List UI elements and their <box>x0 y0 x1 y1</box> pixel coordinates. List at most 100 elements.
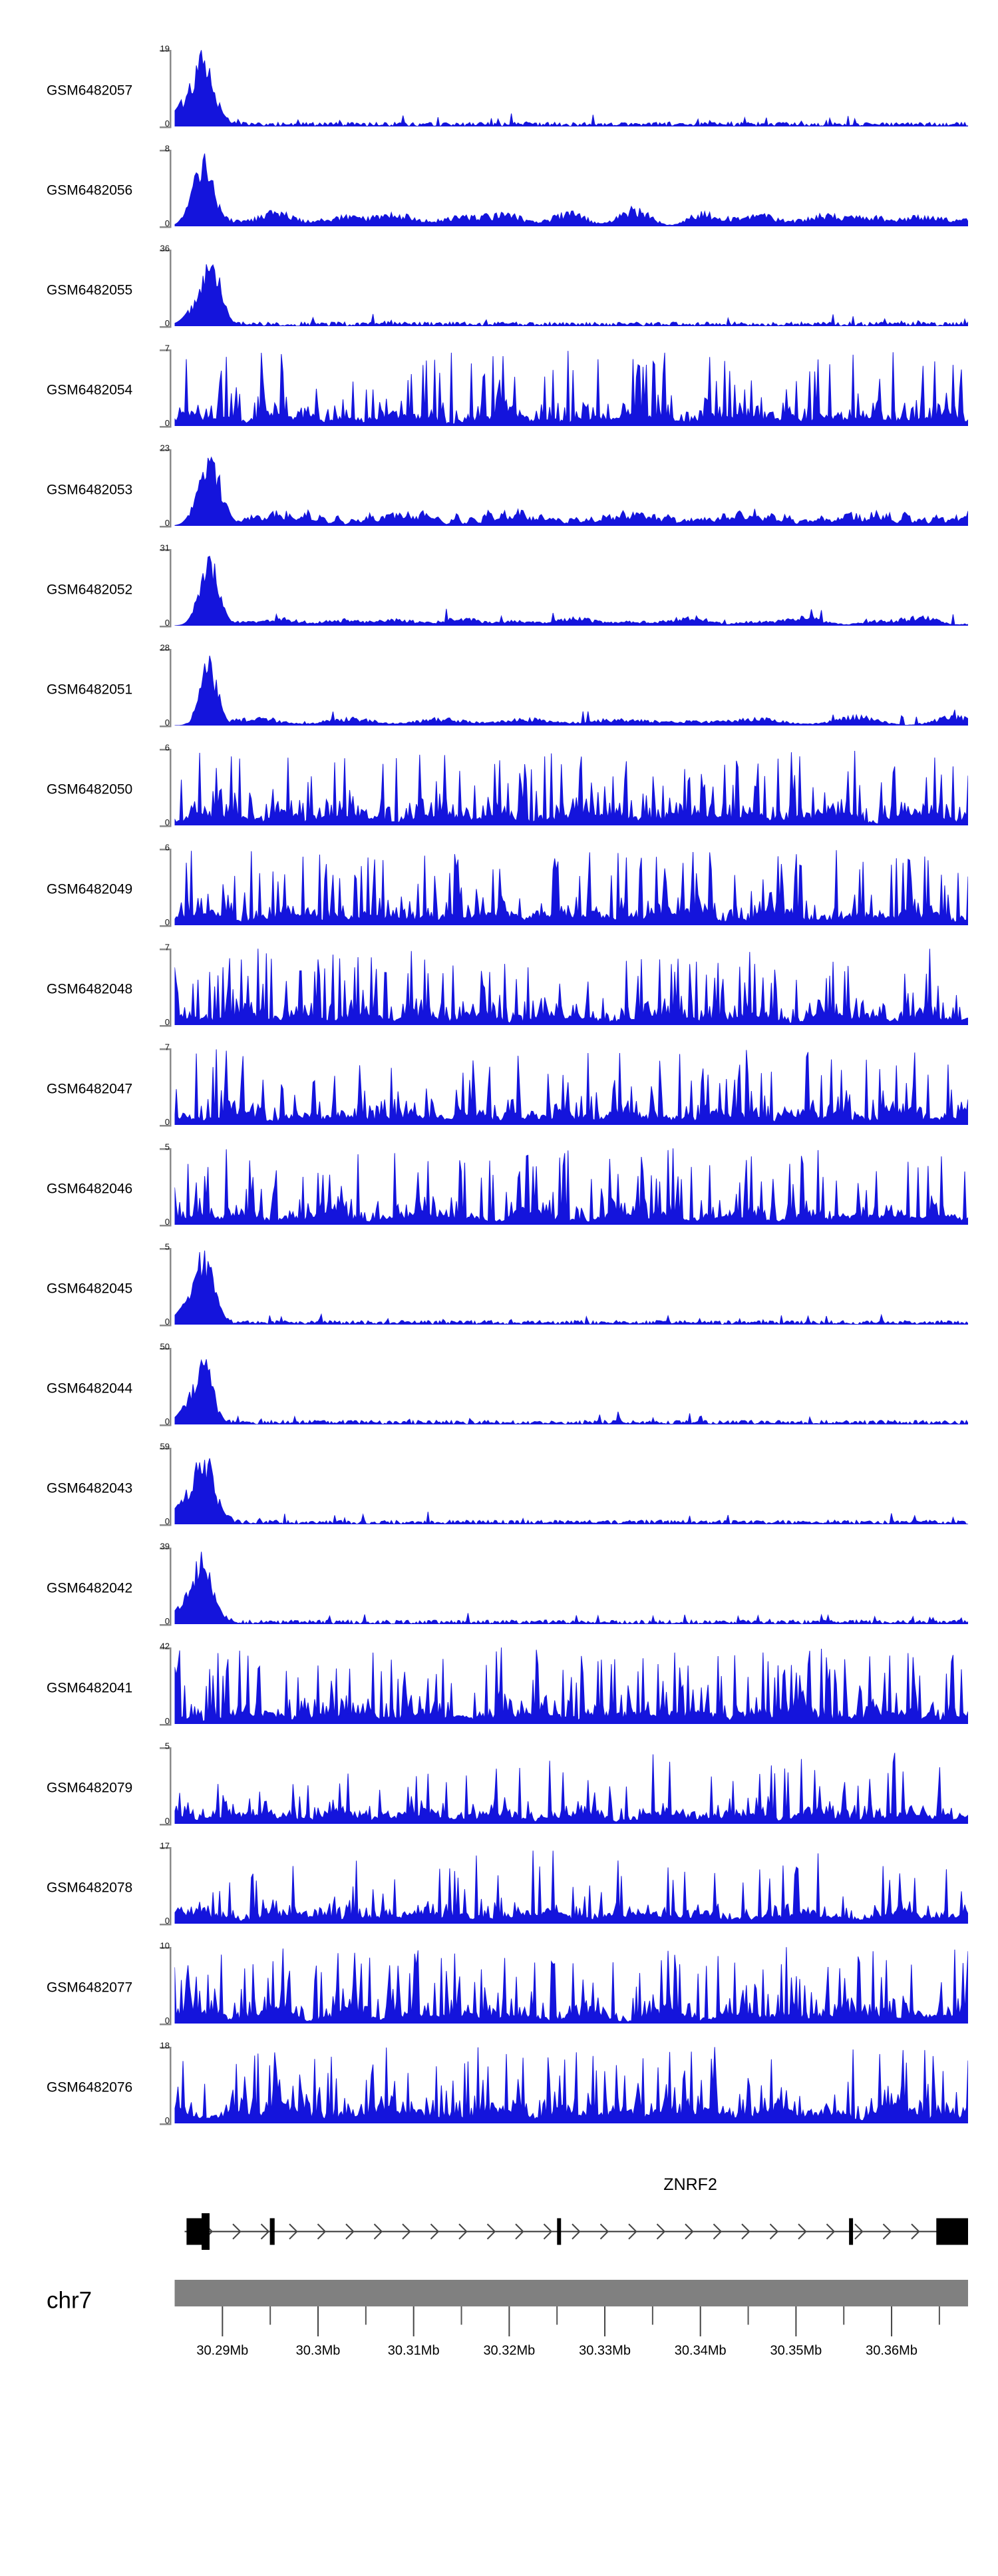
y-axis-tick-min <box>160 426 172 428</box>
y-axis-tick-max <box>160 250 172 252</box>
coverage-track: GSM6482050 6 0 <box>0 744 998 849</box>
y-axis-tick-min <box>160 1524 172 1526</box>
y-axis-line <box>170 749 172 825</box>
coverage-plot <box>174 1947 968 2024</box>
y-axis-max-label: 6 <box>164 843 170 854</box>
y-axis-max-label: 5 <box>164 1143 170 1154</box>
track-label: GSM6482055 <box>47 281 133 298</box>
coverage-track: GSM6482078 17 0 <box>0 1842 998 1947</box>
coverage-area-path <box>174 1458 968 1524</box>
y-axis-tick-min <box>160 825 172 827</box>
y-axis-max-label: 42 <box>160 1642 170 1653</box>
coverage-track: GSM6482044 50 0 <box>0 1343 998 1448</box>
coverage-area-path <box>174 555 968 626</box>
y-axis-line <box>170 1148 172 1225</box>
coverage-track: GSM6482049 6 0 <box>0 844 998 949</box>
y-axis-tick-min <box>160 126 172 128</box>
coverage-area-path <box>174 751 968 825</box>
coverage-plot <box>174 649 968 726</box>
y-axis-max-label: 18 <box>160 2041 170 2052</box>
y-axis-tick-min <box>160 1025 172 1027</box>
y-axis-min-label: 0 <box>164 120 170 130</box>
y-axis-tick-max <box>160 1548 172 1550</box>
y-axis-max-label: 5 <box>164 1742 170 1753</box>
track-label: GSM6482044 <box>47 1379 133 1396</box>
y-axis-tick-max <box>160 2047 172 2049</box>
y-axis-min-label: 0 <box>164 1318 170 1328</box>
coverage-area-path <box>174 1850 968 1924</box>
y-axis: 18 0 <box>146 2042 175 2126</box>
coverage-area-path <box>174 655 968 726</box>
coverage-area-path <box>174 351 968 426</box>
y-axis-line <box>170 1348 172 1424</box>
coverage-plot <box>174 349 968 426</box>
y-axis-line <box>170 1548 172 1624</box>
coverage-track: GSM6482057 19 0 <box>0 45 998 150</box>
track-label: GSM6482052 <box>47 580 133 598</box>
y-axis-tick-max <box>160 1348 172 1350</box>
y-axis-min-label: 0 <box>164 819 170 829</box>
y-axis-min-label: 0 <box>164 419 170 429</box>
y-axis-tick-min <box>160 526 172 528</box>
coverage-track: GSM6482043 59 0 <box>0 1443 998 1548</box>
y-axis-tick-max <box>160 150 172 152</box>
coverage-plot <box>174 749 968 825</box>
y-axis-line <box>170 1747 172 1824</box>
coverage-area-path <box>174 1947 968 2024</box>
y-axis-tick-min <box>160 2024 172 2026</box>
axis-tick-label: 30.32Mb <box>483 2344 535 2358</box>
y-axis: 39 0 <box>146 1543 175 1627</box>
coverage-plot <box>174 1548 968 1624</box>
coverage-track: GSM6482041 42 0 <box>0 1642 998 1747</box>
coverage-track: GSM6482077 10 0 <box>0 1942 998 2047</box>
chromosome-label: chr7 <box>47 2286 92 2313</box>
y-axis-min-label: 0 <box>164 320 170 329</box>
gene-model-graphic <box>175 2210 968 2262</box>
coverage-area-path <box>174 1753 968 1824</box>
y-axis-max-label: 39 <box>160 1542 170 1553</box>
axis-tick-label: 30.31Mb <box>388 2344 440 2358</box>
coverage-area-path <box>174 50 968 126</box>
track-label: GSM6482057 <box>47 81 133 99</box>
y-axis-tick-max <box>160 1747 172 1749</box>
y-axis-max-label: 50 <box>160 1343 170 1353</box>
y-axis-tick-max <box>160 449 172 451</box>
y-axis-max-label: 19 <box>160 45 170 55</box>
coverage-plot <box>174 1248 968 1325</box>
y-axis-tick-max <box>160 549 172 551</box>
y-axis-tick-max <box>160 649 172 651</box>
y-axis-tick-max <box>160 1947 172 1949</box>
y-axis-line <box>170 549 172 626</box>
track-label: GSM6482078 <box>47 1878 133 1896</box>
coverage-area-path <box>174 456 968 526</box>
y-axis-line <box>170 1248 172 1325</box>
coverage-track: GSM6482051 28 0 <box>0 644 998 749</box>
y-axis-max-label: 23 <box>160 444 170 455</box>
y-axis-tick-max <box>160 949 172 951</box>
y-axis-max-label: 59 <box>160 1442 170 1453</box>
y-axis-min-label: 0 <box>164 719 170 729</box>
y-axis-line <box>170 849 172 925</box>
coverage-plot <box>174 949 968 1025</box>
y-axis-tick-min <box>160 1424 172 1426</box>
coverage-area-path <box>174 1250 968 1325</box>
coverage-track: GSM6482054 7 0 <box>0 345 998 449</box>
y-axis-tick-max <box>160 1148 172 1150</box>
y-axis: 28 0 <box>146 644 175 728</box>
y-axis-min-label: 0 <box>164 1118 170 1128</box>
y-axis-line <box>170 1647 172 1724</box>
y-axis-min-label: 0 <box>164 2017 170 2027</box>
coverage-plot <box>174 2047 968 2123</box>
coverage-plot <box>174 250 968 326</box>
track-label: GSM6482076 <box>47 2078 133 2095</box>
coverage-area-path <box>174 153 968 226</box>
genome-axis: 30.29Mb 30.3Mb 30.31Mb 30.32Mb 30.33Mb 30.34M… <box>174 2280 968 2388</box>
y-axis-max-label: 31 <box>160 544 170 554</box>
y-axis-line <box>170 150 172 226</box>
coverage-plot <box>174 1448 968 1524</box>
y-axis: 50 0 <box>146 1343 175 1427</box>
